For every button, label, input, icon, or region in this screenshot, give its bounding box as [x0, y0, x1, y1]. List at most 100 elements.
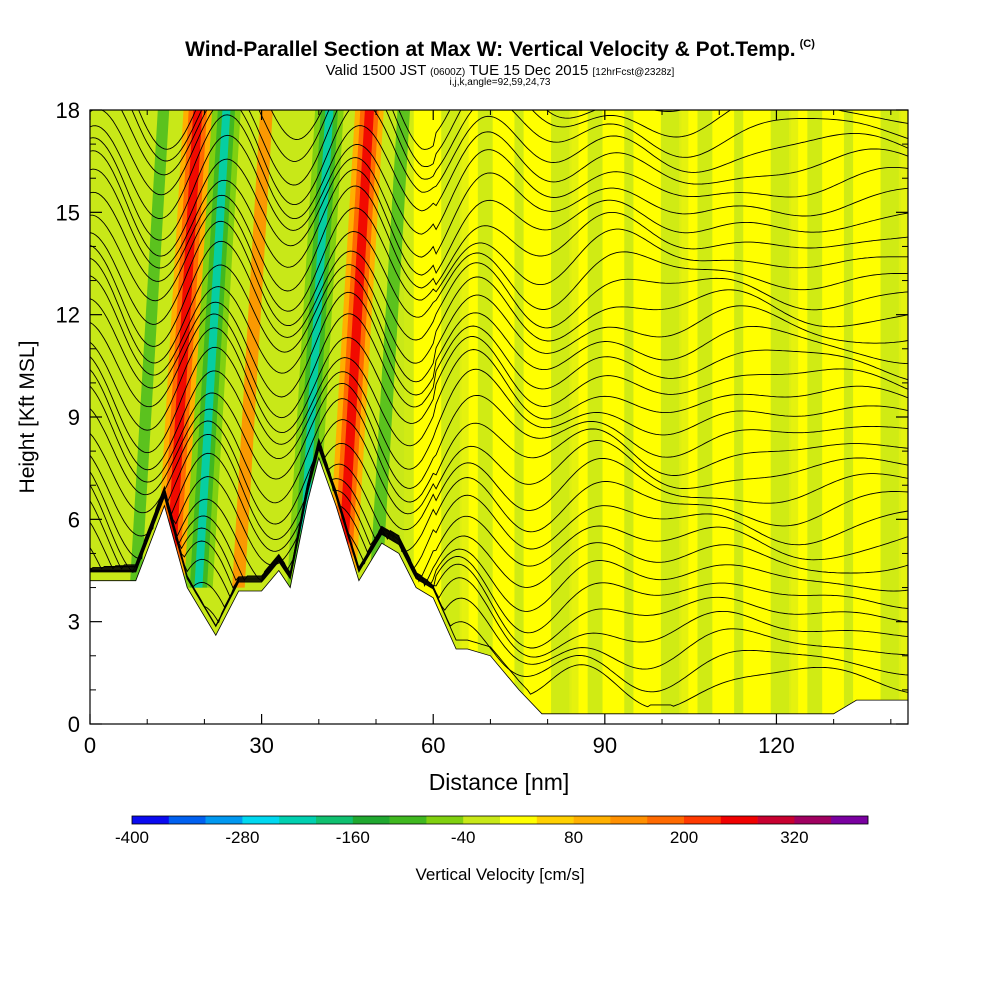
colorbar: -400 -280 -160 -40 80 200 320	[115, 815, 869, 847]
theta-contour	[90, 346, 908, 454]
theta-contour	[90, 443, 908, 634]
field-band	[789, 110, 799, 724]
field-band	[624, 110, 634, 724]
terrain-mask	[89, 456, 909, 725]
field-band	[715, 110, 737, 724]
colorbar-swatch	[720, 816, 758, 824]
colorbar-swatch	[316, 816, 354, 824]
colorbar-swatch	[610, 816, 648, 824]
colorbar-tick-label: -40	[451, 828, 476, 847]
theta-contour	[90, 382, 908, 489]
theta-contour	[90, 443, 908, 649]
theta-contour	[90, 110, 908, 206]
x-axis-label: Distance [nm]	[429, 769, 570, 795]
chart-subtitle: Valid 1500 JST (0600Z) TUE 15 Dec 2015 […	[325, 62, 675, 79]
updraft-band-core	[336, 110, 374, 588]
colorbar-swatch	[536, 816, 574, 824]
colorbar-swatch	[573, 816, 611, 824]
theta-contour	[90, 220, 908, 327]
y-tick-label: 15	[56, 200, 80, 225]
theta-contour	[90, 275, 908, 383]
y-tick-label: 6	[68, 507, 80, 532]
colorbar-tick-label: 200	[670, 828, 698, 847]
theta-contour	[90, 368, 908, 471]
y-tick-label: 3	[68, 610, 80, 635]
field-band	[770, 110, 792, 724]
field-band	[697, 110, 713, 724]
y-tick-label: 0	[68, 712, 80, 737]
theta-contour	[90, 398, 908, 504]
field-band	[532, 110, 548, 724]
theta-contour	[90, 441, 908, 588]
colorbar-swatch	[389, 816, 427, 824]
colorbar-tick-label: -160	[336, 828, 370, 847]
theta-contour	[90, 438, 908, 560]
colorbar-swatch	[647, 816, 685, 824]
potential-temperature-contours	[90, 110, 908, 708]
x-tick-label: 120	[758, 733, 795, 758]
downdraft-band-core	[194, 110, 231, 588]
theta-contour	[90, 439, 908, 574]
theta-contour	[90, 444, 908, 658]
y-tick-label: 18	[56, 98, 80, 123]
theta-contour	[90, 240, 908, 347]
field-band	[825, 110, 847, 724]
colorbar-tick-label: -280	[225, 828, 259, 847]
colorbar-frame	[131, 815, 869, 825]
theta-contour	[90, 257, 908, 364]
downdraft-band-minor	[369, 110, 410, 588]
colorbar-swatch	[279, 816, 317, 824]
theta-contour	[90, 134, 908, 241]
field-band	[477, 110, 493, 724]
updraft-band-minor	[232, 110, 273, 588]
field-band	[404, 110, 414, 724]
theta-contour	[90, 419, 908, 525]
y-tick-label: 9	[68, 405, 80, 430]
theta-contour	[90, 114, 908, 220]
colorbar-label: Vertical Velocity [cm/s]	[415, 865, 584, 884]
field-band	[514, 110, 524, 724]
theta-contour	[90, 185, 908, 292]
theta-contour	[90, 327, 908, 434]
colorbar-swatch	[463, 816, 501, 824]
updraft-band-core	[165, 110, 203, 588]
theta-contour	[90, 206, 908, 312]
field-band	[422, 110, 438, 724]
colorbar-swatch	[831, 816, 869, 824]
theta-contour	[90, 291, 908, 398]
x-tick-label: 90	[593, 733, 617, 758]
chart-params: i,j,k,angle=92,59,24,73	[449, 77, 551, 88]
colorbar-swatch	[352, 816, 390, 824]
colorbar-swatch	[242, 816, 280, 824]
x-tick-label: 30	[249, 733, 273, 758]
colorbar-swatch	[168, 816, 206, 824]
y-axis-label: Height [Kft MSL]	[16, 341, 39, 494]
colorbar-swatch	[794, 816, 832, 824]
terrain	[89, 456, 909, 725]
colorbar-swatch	[426, 816, 464, 824]
colorbar-tick-label: -400	[115, 828, 149, 847]
field-band	[862, 110, 878, 724]
colorbar-swatch	[500, 816, 538, 824]
theta-contour	[90, 442, 908, 612]
downdraft-band-minor	[129, 110, 170, 588]
downdraft-band-core	[297, 110, 334, 588]
x-tick-label: 60	[421, 733, 445, 758]
y-tick-label: 12	[56, 303, 80, 328]
field-band	[551, 110, 572, 724]
field-band	[660, 110, 682, 724]
colorbar-swatch	[132, 816, 170, 824]
field-band	[459, 110, 469, 724]
field-band	[642, 110, 658, 724]
colorbar-tick-label: 320	[780, 828, 808, 847]
theta-contour	[90, 313, 908, 419]
theta-contour	[90, 150, 908, 258]
colorbar-swatch	[757, 816, 795, 824]
theta-contour	[90, 433, 908, 541]
theta-contour	[90, 440, 908, 583]
colorbar-tick-label: 80	[564, 828, 583, 847]
field-band	[587, 110, 603, 724]
x-tick-label: 0	[84, 733, 96, 758]
field-band	[569, 110, 579, 724]
